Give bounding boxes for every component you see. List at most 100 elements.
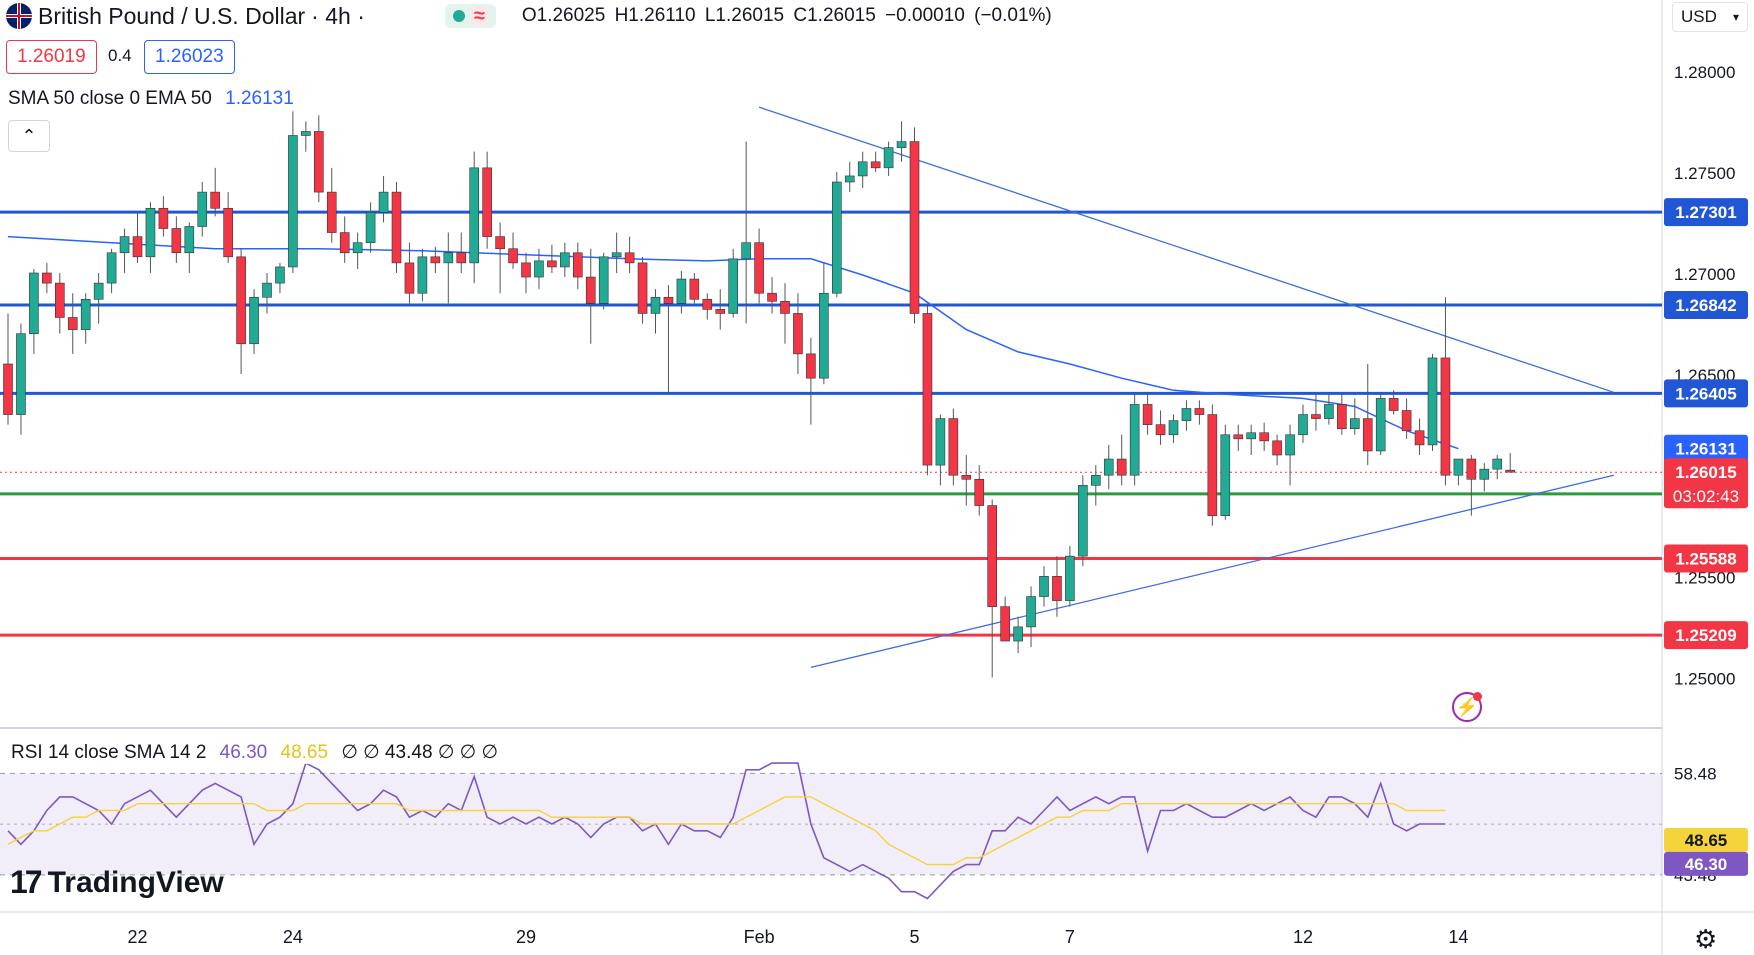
candle bbox=[184, 222, 195, 273]
candle-body bbox=[961, 474, 972, 480]
candle bbox=[1116, 434, 1127, 486]
candle bbox=[1155, 410, 1166, 445]
candle bbox=[728, 248, 739, 318]
candle bbox=[598, 252, 609, 310]
countdown-label: 03:02:43 bbox=[1673, 487, 1739, 506]
candle bbox=[896, 121, 907, 162]
candle-body bbox=[326, 191, 337, 233]
candle bbox=[326, 167, 337, 243]
candle-body bbox=[1039, 576, 1049, 597]
candle-body bbox=[741, 242, 751, 260]
interval-label[interactable]: · 4h · bbox=[311, 2, 365, 29]
market-status-pill[interactable]: ≈ bbox=[444, 4, 496, 28]
candle bbox=[1026, 586, 1036, 648]
flash-icon[interactable]: ⚡ bbox=[1452, 692, 1482, 722]
candle-body bbox=[1168, 420, 1179, 436]
candle bbox=[793, 293, 803, 375]
indicator-legend[interactable]: SMA 50 close 0 EMA 50 1.26131 bbox=[8, 88, 294, 110]
candle bbox=[1013, 616, 1023, 654]
candle-body bbox=[831, 181, 842, 294]
candle-body bbox=[1414, 430, 1425, 446]
candle bbox=[676, 270, 687, 314]
candle bbox=[1103, 444, 1114, 490]
gear-icon[interactable]: ⚙ bbox=[1694, 924, 1718, 954]
candle-body bbox=[171, 228, 182, 254]
last-price-label: 1.26015 bbox=[1675, 463, 1736, 482]
buy-button[interactable]: 1.26023 bbox=[144, 40, 235, 74]
candle-body bbox=[767, 292, 777, 302]
candle bbox=[870, 151, 881, 172]
symbol-header[interactable]: British Pound / U.S. Dollar · 4h · ≈ O1.… bbox=[6, 2, 1052, 30]
candle-body bbox=[223, 207, 233, 258]
rsi-extra-values: ∅ ∅ 43.48 ∅ ∅ ∅ bbox=[341, 742, 499, 763]
candle-body bbox=[1492, 458, 1503, 470]
candle bbox=[1168, 414, 1179, 443]
symbol-name[interactable]: British Pound / U.S. Dollar bbox=[38, 2, 306, 29]
candle-body bbox=[534, 260, 544, 278]
currency-select[interactable]: USD ▾ bbox=[1672, 2, 1748, 32]
candle bbox=[352, 232, 363, 269]
time-tick-label: 5 bbox=[909, 927, 919, 947]
candle-body bbox=[806, 353, 816, 379]
candle-body bbox=[598, 256, 609, 304]
candle-body bbox=[560, 252, 570, 268]
candle-body bbox=[547, 260, 557, 268]
time-tick-label: 14 bbox=[1448, 927, 1468, 947]
candle-body bbox=[391, 191, 402, 264]
candle-body bbox=[288, 135, 298, 268]
collapse-legend-button[interactable]: ⌃ bbox=[8, 120, 50, 152]
candle-body bbox=[430, 256, 441, 264]
candle-body bbox=[1078, 485, 1088, 557]
candle-body bbox=[301, 131, 311, 136]
candle bbox=[767, 277, 777, 314]
candle-body bbox=[249, 296, 259, 345]
candle-body bbox=[948, 418, 959, 476]
candle-body bbox=[210, 191, 220, 209]
candle-body bbox=[1375, 398, 1386, 452]
candle-body bbox=[1298, 414, 1308, 436]
candle-body bbox=[793, 313, 803, 355]
candle bbox=[1000, 596, 1010, 642]
candle bbox=[1142, 394, 1153, 435]
candle bbox=[391, 182, 402, 273]
candle bbox=[236, 248, 246, 375]
rsi-sma-tag-label: 48.65 bbox=[1685, 831, 1728, 850]
candle-body bbox=[54, 282, 65, 318]
flash-notification-dot bbox=[1473, 692, 1482, 701]
candle bbox=[1078, 475, 1088, 567]
candle bbox=[469, 151, 480, 284]
candle bbox=[1350, 398, 1360, 435]
candle-body bbox=[1194, 408, 1205, 415]
candle-body bbox=[1052, 576, 1062, 601]
rsi-value: 46.30 bbox=[219, 742, 268, 763]
candle-body bbox=[404, 262, 415, 294]
candle bbox=[883, 141, 894, 176]
wave-icon: ≈ bbox=[470, 6, 488, 26]
candle bbox=[702, 293, 713, 320]
candle-body bbox=[1440, 357, 1451, 476]
candle bbox=[1440, 297, 1451, 486]
rsi-value-tag-label: 46.30 bbox=[1685, 855, 1728, 874]
candle bbox=[547, 244, 557, 273]
candle bbox=[1194, 400, 1205, 425]
candle-body bbox=[702, 298, 713, 310]
candle bbox=[3, 313, 13, 425]
candle-body bbox=[572, 252, 583, 278]
candle bbox=[961, 455, 972, 506]
candle-body bbox=[780, 301, 790, 314]
level-tag-label: 1.27301 bbox=[1675, 203, 1736, 222]
candle-body bbox=[676, 278, 687, 304]
sell-button[interactable]: 1.26019 bbox=[6, 40, 97, 74]
candle bbox=[935, 414, 946, 486]
candle bbox=[650, 289, 661, 334]
tradingview-logo[interactable]: 17 TradingView bbox=[10, 864, 224, 901]
candle bbox=[780, 283, 790, 344]
trendline bbox=[810, 474, 1614, 668]
rsi-legend[interactable]: RSI 14 close SMA 14 2 46.30 48.65 ∅ ∅ 43… bbox=[8, 741, 502, 764]
candle bbox=[1298, 404, 1308, 443]
candle bbox=[482, 151, 492, 249]
level-tag bbox=[1664, 621, 1748, 650]
candle bbox=[1324, 394, 1334, 425]
price-tick-label: 1.25000 bbox=[1674, 669, 1735, 688]
